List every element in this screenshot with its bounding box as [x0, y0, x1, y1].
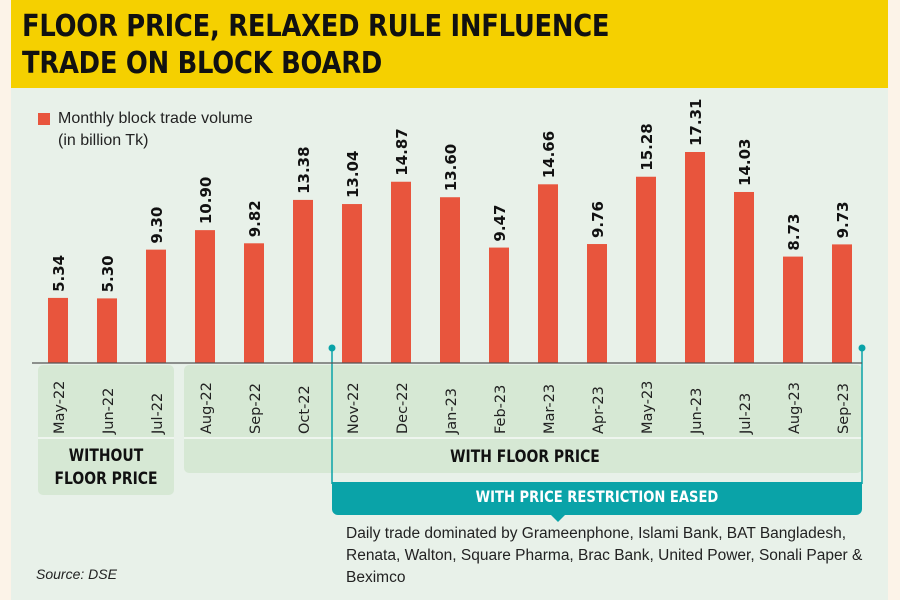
bar	[342, 204, 362, 363]
without-floor-line1: WITHOUT	[68, 446, 144, 466]
data-label: 17.31	[687, 99, 705, 146]
data-label: 14.03	[736, 139, 754, 186]
data-label: 13.38	[295, 146, 313, 193]
x-tick-label: Sep-23	[836, 383, 852, 434]
eased-start-dot	[328, 344, 336, 352]
data-label: 14.87	[393, 128, 411, 175]
x-tick-label: Oct-22	[297, 385, 313, 434]
data-label: 9.73	[834, 201, 852, 238]
bar	[440, 197, 460, 363]
legend-line1: Monthly block trade volume	[58, 110, 253, 127]
bar	[48, 297, 68, 363]
eased-banner: WITH PRICE RESTRICTION EASED	[332, 482, 862, 515]
data-label: 13.60	[442, 144, 460, 191]
chart-title: FLOOR PRICE, RELAXED RULE INFLUENCE TRAD…	[22, 8, 610, 82]
legend-line2: (in billion Tk)	[58, 132, 149, 149]
without-floor-label: WITHOUT FLOOR PRICE	[42, 445, 170, 491]
legend-swatch	[38, 113, 50, 125]
data-label: 9.82	[246, 200, 264, 237]
data-label: 9.47	[491, 205, 509, 242]
data-label: 15.28	[638, 123, 656, 170]
data-label: 9.76	[589, 201, 607, 238]
bar	[293, 199, 313, 363]
eased-end-dot	[858, 344, 866, 352]
eased-label: WITH PRICE RESTRICTION EASED	[475, 487, 719, 506]
bar	[489, 247, 509, 363]
bar	[538, 184, 558, 363]
legend: Monthly block trade volume (in billion T…	[38, 108, 253, 152]
x-tick-label: Dec-22	[395, 382, 411, 434]
without-floor-line2: FLOOR PRICE	[54, 469, 158, 489]
bar	[734, 191, 754, 363]
x-tick-label: Jun-23	[689, 388, 705, 435]
x-tick-label: Feb-23	[493, 385, 509, 434]
x-tick-label: Jul-22	[150, 393, 166, 435]
x-tick-label: Aug-22	[199, 382, 215, 434]
data-label: 8.73	[785, 214, 803, 251]
source-text: Source: DSE	[36, 566, 117, 582]
x-tick-label: May-22	[52, 381, 68, 434]
bar	[97, 298, 117, 363]
eased-pointer	[551, 515, 565, 522]
bar	[195, 230, 215, 363]
bar	[636, 176, 656, 363]
data-label: 5.34	[50, 255, 68, 292]
bar	[146, 249, 166, 363]
x-tick-label: Nov-22	[346, 382, 362, 434]
x-tick-label: Sep-22	[248, 383, 264, 434]
x-tick-label: Jan-23	[444, 388, 460, 435]
x-tick-label: Apr-23	[591, 386, 607, 434]
x-tick-label: May-23	[640, 381, 656, 434]
without-floor-box	[38, 365, 174, 495]
note-text: Daily trade dominated by Grameenphone, I…	[346, 525, 863, 586]
data-label: 13.04	[344, 151, 362, 198]
data-label: 5.30	[99, 255, 117, 292]
data-label: 10.90	[197, 177, 215, 224]
header-banner	[11, 0, 888, 88]
data-label: 9.30	[148, 207, 166, 244]
x-tick-label: Jun-22	[101, 388, 117, 435]
bar	[832, 244, 852, 363]
bar	[244, 243, 264, 363]
with-floor-label: WITH FLOOR PRICE	[450, 447, 600, 467]
bar	[391, 181, 411, 363]
title-line-2: TRADE ON BLOCK BOARD	[22, 46, 382, 81]
x-tick-label: Mar-23	[542, 384, 558, 434]
bar	[685, 152, 705, 363]
bar	[587, 244, 607, 363]
x-tick-label: Jul-23	[738, 393, 754, 435]
data-label: 14.66	[540, 131, 558, 178]
with-floor-box	[184, 365, 862, 473]
bar	[783, 256, 803, 363]
x-tick-label: Aug-23	[787, 382, 803, 434]
title-line-1: FLOOR PRICE, RELAXED RULE INFLUENCE	[22, 9, 610, 44]
